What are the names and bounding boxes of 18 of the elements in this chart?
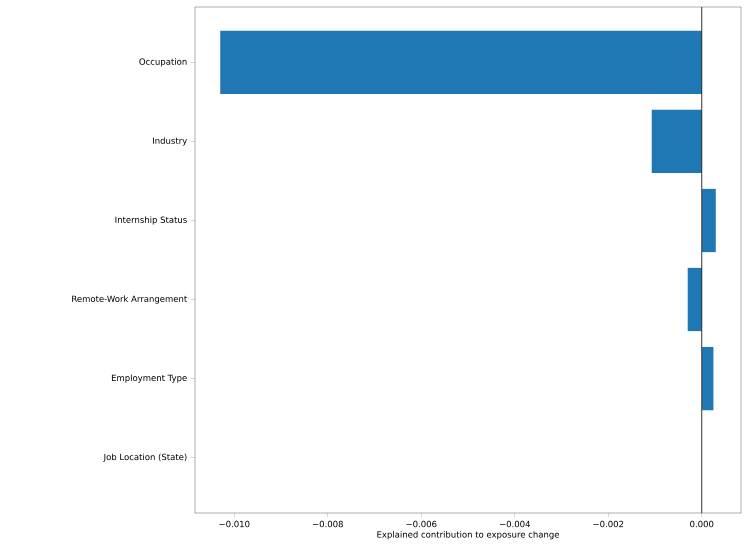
bar <box>702 188 716 252</box>
y-tick-label: Internship Status <box>115 216 187 225</box>
x-axis-title: Explained contribution to exposure change <box>377 531 560 540</box>
x-tick-label: 0.000 <box>690 520 714 528</box>
y-tick-label: Employment Type <box>112 374 187 383</box>
x-tick-label: −0.002 <box>593 520 624 528</box>
y-tick-label: Job Location (State) <box>103 454 186 462</box>
x-tick-label: −0.010 <box>219 520 250 528</box>
bar <box>688 268 702 332</box>
y-tick-label: Remote-Work Arrangement <box>72 295 188 304</box>
y-tick-label: Industry <box>153 137 187 146</box>
bar <box>652 110 702 174</box>
x-tick-label: −0.006 <box>406 520 436 528</box>
x-tick-label: −0.008 <box>312 520 343 528</box>
y-tick-label: Occupation <box>139 58 186 66</box>
x-tick-label: −0.004 <box>500 520 530 528</box>
bar <box>220 30 702 94</box>
bar <box>702 346 714 410</box>
